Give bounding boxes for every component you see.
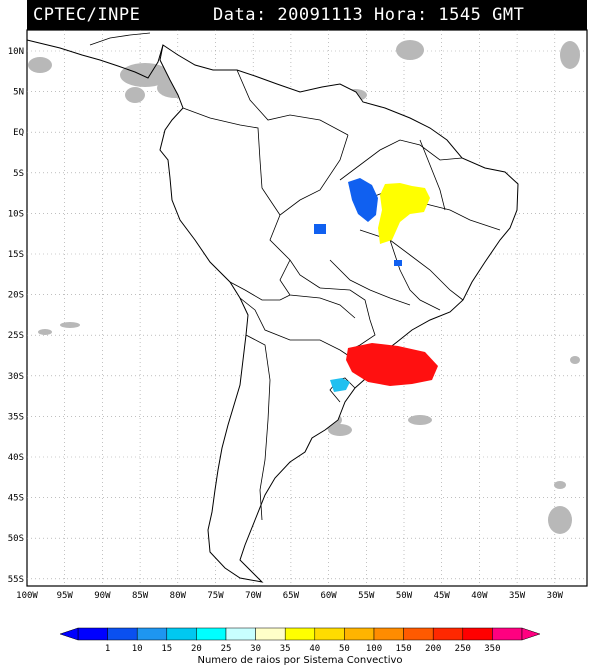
northern-blue-cluster: [348, 178, 378, 222]
colorbar-swatch: [403, 627, 434, 641]
central-america-outline: [26, 39, 164, 79]
colorbar-tick: 200: [425, 644, 441, 654]
colorbar-swatch: [225, 627, 256, 641]
colorbar-swatch: [196, 627, 227, 641]
header-agency: CPTEC/INPE: [33, 5, 141, 25]
lon-label: 80W: [170, 591, 187, 601]
colorbar-caption: Numero de raios por Sistema Convectivo: [197, 655, 403, 666]
colorbar-swatch: [136, 627, 168, 641]
lon-label: 60W: [320, 591, 337, 601]
colorbar-tick: 1: [105, 644, 110, 654]
colorbar-swatch: [255, 627, 286, 641]
lat-label: 40S: [8, 453, 24, 463]
colorbar-swatch: [107, 627, 138, 641]
colorbar-tick: 25: [221, 644, 232, 654]
lon-label: 90W: [94, 591, 111, 601]
longitude-labels: 100W 95W 90W 85W 80W 75W 70W 65W 60W 55W 50W 45W 40W…: [16, 591, 563, 601]
lat-label: 15S: [8, 250, 24, 260]
colorbar-swatch: [284, 627, 316, 641]
lon-label: 75W: [207, 591, 224, 601]
lat-label: 10N: [8, 47, 24, 57]
caribbean-outline: [89, 32, 151, 46]
colorbar-tick: 100: [366, 644, 382, 654]
southern-cyan-cluster: [330, 378, 350, 392]
colorbar-tick: 10: [132, 644, 143, 654]
colorbar-max-arrow: [521, 627, 541, 641]
lat-label: EQ: [13, 128, 24, 138]
colorbar: 1 10 15 20 25 30 35 40 50 100 150 200 250 350: [59, 627, 541, 654]
colorbar-tick: 50: [339, 644, 350, 654]
colorbar-swatch: [344, 627, 375, 641]
colorbar-tick: 30: [250, 644, 261, 654]
lat-label: 10S: [8, 209, 24, 219]
latitude-labels: 10N 5N EQ 5S 10S 15S 20S 25S 30S 35S 40S 45S 50S 55S: [8, 47, 24, 585]
colorbar-tick: 15: [161, 644, 172, 654]
lat-label: 5N: [13, 88, 24, 98]
colorbar-min-arrow: [59, 627, 79, 641]
lon-label: 65W: [283, 591, 300, 601]
colorbar-swatch: [432, 627, 464, 641]
colorbar-tick: 150: [395, 644, 411, 654]
lon-label: 50W: [396, 591, 413, 601]
lon-label: 45W: [434, 591, 451, 601]
lat-label: 5S: [13, 169, 24, 179]
lat-label: 30S: [8, 372, 24, 382]
lat-label: 50S: [8, 534, 24, 544]
lon-label: 30W: [547, 591, 564, 601]
header-timestamp: Data: 20091113 Hora: 1545 GMT: [213, 5, 525, 25]
colorbar-swatch: [462, 627, 493, 641]
colorbar-swatch: [166, 627, 197, 641]
lat-label: 45S: [8, 494, 24, 504]
colorbar-tick: 20: [191, 644, 202, 654]
lon-label: 35W: [509, 591, 526, 601]
colorbar-tick: 350: [484, 644, 500, 654]
colorbar-swatch: [492, 627, 523, 641]
colorbar-swatch: [314, 627, 345, 641]
colorbar-swatch: [77, 627, 108, 641]
lon-label: 55W: [358, 591, 375, 601]
southern-red-cluster: [346, 343, 438, 386]
lat-label: 25S: [8, 331, 24, 341]
lon-label: 70W: [245, 591, 262, 601]
lon-label: 95W: [57, 591, 74, 601]
lat-label: 20S: [8, 291, 24, 301]
south-america-outline: [159, 44, 519, 583]
lat-label: 55S: [8, 575, 24, 585]
lat-label: 35S: [8, 412, 24, 422]
colorbar-swatch: [373, 627, 404, 641]
colorbar-tick: 250: [455, 644, 471, 654]
northern-yellow-cluster: [378, 183, 430, 244]
lon-label: 100W: [16, 591, 38, 601]
lightning-clusters: [314, 178, 438, 392]
colorbar-tick: 40: [309, 644, 320, 654]
colorbar-tick: 35: [280, 644, 291, 654]
map-header: CPTEC/INPE Data: 20091113 Hora: 1545 GMT: [27, 0, 587, 30]
lon-label: 85W: [132, 591, 149, 601]
lon-label: 40W: [471, 591, 488, 601]
